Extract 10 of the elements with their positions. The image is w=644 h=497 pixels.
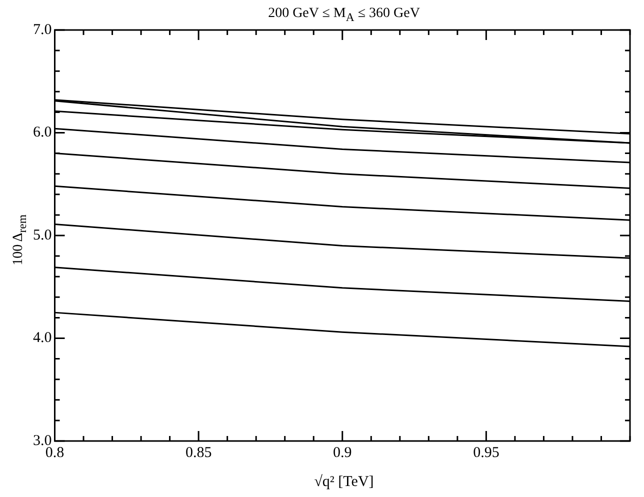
- x-tick-label: 0.8: [45, 444, 64, 461]
- x-tick-label: 0.9: [333, 444, 352, 461]
- y-tick-label: 7.0: [33, 22, 52, 38]
- y-tick-label: 4.0: [33, 330, 52, 346]
- chart-title: 200 GeV ≤ M$_{A}$ ≤ 360 GeV: [267, 6, 421, 24]
- x-axis-title: √q² [TeV]: [313, 474, 375, 491]
- y-tick-label: 6.0: [33, 124, 52, 141]
- x-tick-label: 0.85: [185, 444, 212, 461]
- x-tick-label: 0.95: [473, 444, 500, 461]
- y-tick-label: 5.0: [33, 227, 52, 244]
